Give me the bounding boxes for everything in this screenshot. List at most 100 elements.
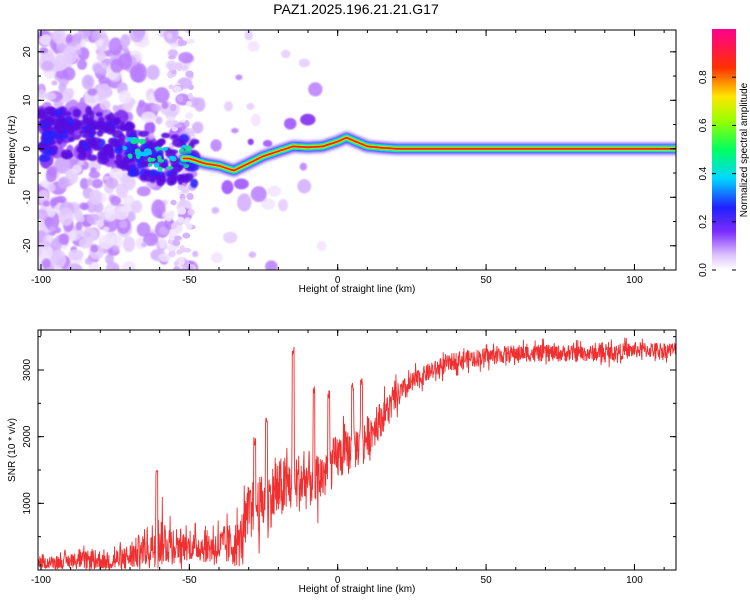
spectrogram-cell xyxy=(300,113,316,126)
spectrogram-cell xyxy=(138,99,145,108)
spectrogram-cell xyxy=(185,38,195,44)
spectrogram-cell xyxy=(158,226,169,236)
y-tick-label: 1000 xyxy=(22,492,33,515)
spectrogram-cell xyxy=(71,164,83,174)
spectrogram-cell xyxy=(166,116,175,121)
spectrogram-cell xyxy=(182,232,191,239)
spectrogram-cell xyxy=(193,97,206,112)
spectrogram-cell xyxy=(104,211,111,220)
spectrogram-cell xyxy=(148,169,159,177)
spectrogram-cell xyxy=(61,111,72,117)
spectrogram-cell xyxy=(168,64,177,71)
spectrogram-cell xyxy=(134,148,141,153)
spectrogram-cell xyxy=(189,130,195,137)
spectrogram-cell xyxy=(127,153,133,158)
spectrogram-cell xyxy=(121,261,136,270)
spectrogram-cell xyxy=(105,125,116,135)
spectrogram-cell xyxy=(39,47,48,54)
spectrogram-cell xyxy=(108,37,123,56)
spectrogram-cell xyxy=(42,200,50,207)
spectrogram-cell xyxy=(157,166,163,172)
spectrogram-cell xyxy=(161,101,169,109)
spectrogram-cell xyxy=(122,100,133,112)
spectrogram-cell xyxy=(95,111,103,118)
spectrogram-cell xyxy=(109,167,123,180)
spectrogram-cell xyxy=(120,34,131,48)
spectrogram-cell xyxy=(143,232,159,247)
spectrogram-cell xyxy=(186,192,194,200)
spectrogram-cell xyxy=(72,121,80,132)
spectrogram-cell xyxy=(116,182,129,199)
x-tick-label: 100 xyxy=(626,275,643,286)
spectrogram-cell xyxy=(248,251,257,258)
spectrogram-cell xyxy=(183,247,192,253)
spectrogram-cell xyxy=(166,149,179,155)
y-tick-label: 0 xyxy=(22,146,33,152)
colorbar-tick-label: 0.8 xyxy=(698,70,709,84)
spectrogram-cell xyxy=(45,125,52,131)
spectrogram-cell xyxy=(171,126,178,132)
spectrogram-cell xyxy=(173,123,183,128)
spectrogram-cell xyxy=(62,121,71,131)
spectrogram-cell xyxy=(38,209,49,220)
spectrogram-cell xyxy=(96,83,112,100)
spectrogram-cell xyxy=(283,117,297,130)
spectrogram-cell xyxy=(112,245,120,252)
spectrogram-cell xyxy=(38,113,50,120)
spectrogram-cell xyxy=(146,64,160,80)
spectrogram-frame xyxy=(37,29,677,271)
spectrogram-cell xyxy=(161,147,169,151)
spectrogram-cell xyxy=(221,180,234,195)
spectrogram-cell xyxy=(155,146,163,151)
colorbar-tick-label: 0.2 xyxy=(698,214,709,228)
spectrogram-cell xyxy=(161,132,171,139)
snr-ticks: -100 -50 0 50 100 1000 2000 3000 xyxy=(22,330,676,586)
spectrogram-cell xyxy=(165,214,172,222)
spectrogram-cell xyxy=(63,45,78,65)
spectrogram-cell xyxy=(91,178,103,189)
spectrogram-cell xyxy=(173,261,180,266)
spectrogram-cell xyxy=(179,193,186,201)
x-tick-label: 0 xyxy=(335,275,341,286)
y-tick-label: 3000 xyxy=(22,358,33,381)
spectrogram-cell xyxy=(58,233,70,245)
colorbar: 0.0 0.2 0.4 0.6 0.8 Normalized spectral ampl… xyxy=(698,29,750,277)
spectrogram-cell xyxy=(122,156,129,166)
y-tick-label: 10 xyxy=(22,94,33,106)
spectrogram-cell xyxy=(265,260,278,270)
spectrogram-cell xyxy=(46,165,58,177)
x-tick-label: 100 xyxy=(626,575,643,586)
spectrogram-cell xyxy=(174,62,183,70)
spectrogram-cell xyxy=(66,263,83,270)
spectrogram-cell xyxy=(105,144,114,154)
x-tick-label: -50 xyxy=(182,575,197,586)
spectrogram-cell xyxy=(167,49,179,58)
spectrogram-cell xyxy=(50,249,67,269)
spectrogram-cell xyxy=(281,49,291,59)
spectrogram-cell xyxy=(157,148,164,157)
spectrogram-cell xyxy=(114,145,123,155)
spectrogram-cell xyxy=(187,92,193,100)
spectrogram-cell xyxy=(86,178,94,186)
spectrogram-cell xyxy=(247,41,260,52)
spectrogram-cell xyxy=(168,155,177,161)
spectrogram-cell xyxy=(112,104,119,113)
spectrogram-cell xyxy=(158,252,172,263)
spectrogram-cell xyxy=(46,183,56,193)
spectrogram-cell xyxy=(177,207,187,215)
spectrogram-cell xyxy=(267,185,282,197)
spectrogram-cell xyxy=(186,100,192,107)
spectrogram-cell xyxy=(90,244,99,253)
colorbar-label: Normalized spectral amplitude xyxy=(739,82,750,217)
spectrogram-cell xyxy=(96,130,104,137)
spectrogram-cell xyxy=(89,137,102,145)
spectrogram-cell xyxy=(41,258,51,269)
spectrogram-cell xyxy=(55,125,64,132)
spectrogram-cell xyxy=(79,177,89,190)
spectrogram-cell xyxy=(138,138,146,145)
spectrogram-cell xyxy=(166,244,174,252)
spectrogram-cell xyxy=(106,261,120,270)
spectrogram-cell xyxy=(170,222,178,230)
